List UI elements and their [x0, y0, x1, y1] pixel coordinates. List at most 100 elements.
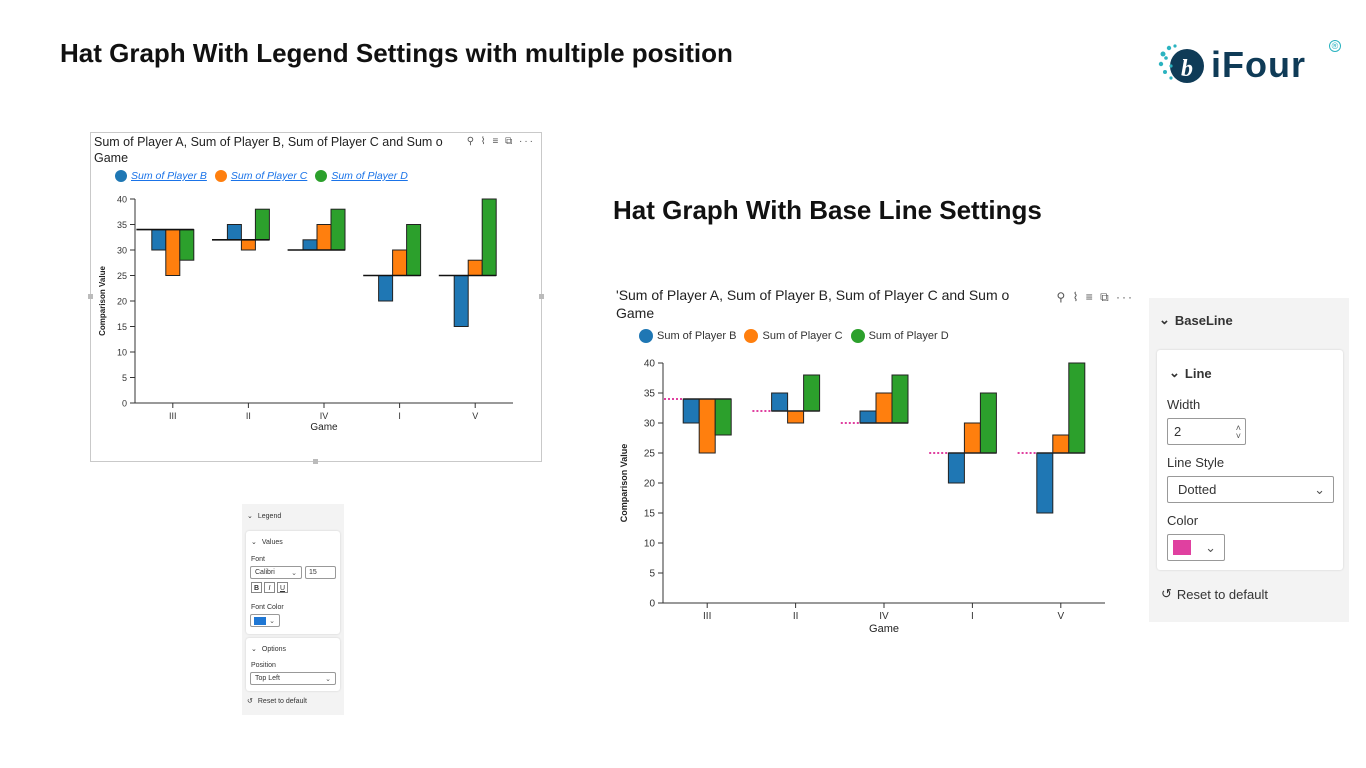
legend-section-header[interactable]: ⌄ Legend — [247, 512, 282, 521]
width-stepper[interactable]: 2 ˄ ˅ — [1167, 418, 1246, 445]
y-tick-label: 5 — [122, 373, 127, 383]
reset-icon: ↺ — [247, 698, 253, 705]
bar-sum-of-player-d — [1068, 362, 1086, 454]
bar-sum-of-player-b — [859, 410, 877, 424]
resize-handle[interactable] — [539, 294, 544, 299]
underline-button[interactable]: U — [277, 582, 288, 593]
x-tick-label: III — [169, 411, 177, 421]
baseline-color-swatch — [1173, 540, 1191, 555]
hat-graph-visual-legend[interactable]: Sum of Player A, Sum of Player B, Sum of… — [88, 132, 544, 464]
reset-label: Reset to default — [1176, 586, 1268, 602]
baseline-section-title: BaseLine — [1174, 312, 1233, 328]
bar-sum-of-player-d — [481, 198, 497, 276]
position-value: Top Left — [255, 675, 280, 682]
svg-text:b: b — [1181, 56, 1193, 82]
line-style-select[interactable]: Dotted ⌄ — [1167, 476, 1334, 503]
baseline-color-picker[interactable]: ⌄ — [1167, 534, 1225, 561]
options-card: ⌄ Options Position Top Left ⌄ — [246, 638, 340, 691]
legend-dot-icon — [115, 170, 127, 182]
chevron-down-icon: ⌄ — [1314, 481, 1325, 497]
y-axis-title: Comparison Value — [98, 266, 107, 336]
y-tick-label: 15 — [117, 322, 127, 332]
y-tick-label: 10 — [117, 348, 127, 358]
legend-item-player-d[interactable]: Sum of Player D — [850, 329, 949, 343]
y-tick-label: 10 — [644, 539, 656, 550]
legend-label: Sum of Player B — [657, 330, 737, 342]
legend-dot-icon — [214, 170, 227, 182]
x-tick-label: II — [793, 611, 799, 622]
reset-to-default-button[interactable]: ↺ Reset to default — [247, 697, 307, 706]
y-tick-label: 20 — [117, 297, 127, 307]
legend-item-player-b[interactable]: Sum of Player B — [639, 329, 736, 343]
visual-title-line-2: Game — [616, 305, 655, 321]
legend-item-player-c[interactable]: Sum of Player C — [744, 329, 843, 343]
font-size-value: 15 — [309, 569, 317, 576]
bar-sum-of-player-b — [453, 275, 469, 327]
legend-format-panel: ⌄ Legend ⌄ Values Font Calibri ⌄ 15 B I … — [242, 504, 344, 715]
width-label: Width — [1167, 397, 1201, 412]
bar-sum-of-player-d — [979, 392, 997, 454]
slide-title-legend: Hat Graph With Legend Settings with mult… — [60, 38, 733, 68]
options-group-header[interactable]: ⌄ Options — [251, 645, 286, 654]
bar-sum-of-player-c — [875, 392, 893, 424]
x-axis-title: Game — [869, 623, 899, 635]
bar-sum-of-player-d — [891, 374, 909, 424]
bar-sum-of-player-d — [254, 208, 270, 241]
position-select[interactable]: Top Left ⌄ — [250, 672, 336, 685]
bar-sum-of-player-d — [406, 224, 422, 276]
legend-dot-icon — [850, 329, 865, 343]
color-label: Color — [1167, 513, 1199, 528]
y-tick-label: 35 — [117, 220, 127, 230]
stepper-arrows-icon[interactable]: ˄ ˅ — [1235, 422, 1241, 441]
font-size-stepper[interactable]: 15 — [305, 566, 336, 579]
legend-label: Sum of Player D — [331, 170, 408, 182]
y-tick-label: 0 — [122, 399, 127, 409]
chevron-down-icon: ⌄ — [1205, 539, 1216, 555]
y-tick-label: 40 — [644, 359, 656, 370]
values-group-header[interactable]: ⌄ Values — [251, 538, 283, 547]
bar-sum-of-player-c — [392, 249, 408, 276]
resize-handle[interactable] — [313, 459, 318, 464]
line-group-header[interactable]: ⌄ Line — [1169, 365, 1212, 381]
chevron-down-icon: ⌄ — [269, 617, 275, 625]
baseline-section-header[interactable]: ⌄ BaseLine — [1159, 312, 1233, 328]
bar-sum-of-player-b — [771, 392, 789, 412]
visual-header-icons[interactable]: ⚲ ⌇ ≡ ⧉ ··· — [1056, 290, 1134, 304]
reset-label: Reset to default — [257, 697, 307, 705]
hat-graph-visual-baseline[interactable]: 'Sum of Player A, Sum of Player B, Sum o… — [613, 285, 1136, 670]
visual-title-line-1: Sum of Player A, Sum of Player B, Sum of… — [94, 135, 443, 149]
title-prefix-mark: ' — [616, 287, 619, 303]
bar-sum-of-player-c — [1052, 434, 1070, 454]
legend-item-player-d[interactable]: Sum of Player D — [315, 170, 408, 182]
bar-sum-of-player-b — [226, 224, 242, 241]
bold-button[interactable]: B — [251, 582, 262, 593]
chevron-down-icon: ⌄ — [291, 569, 297, 577]
font-family-select[interactable]: Calibri ⌄ — [250, 566, 302, 579]
y-tick-label: 0 — [649, 599, 655, 610]
legend-label: Sum of Player D — [868, 330, 949, 342]
bar-sum-of-player-c — [963, 422, 981, 454]
visual-title: 'Sum of Player A, Sum of Player B, Sum o… — [616, 286, 1046, 322]
legend-item-player-b[interactable]: Sum of Player B — [115, 170, 207, 182]
chart-legend: Sum of Player B Sum of Player C Sum of P… — [639, 329, 949, 343]
font-color-picker[interactable]: ⌄ — [250, 614, 280, 627]
resize-handle[interactable] — [88, 294, 93, 299]
visual-title: Sum of Player A, Sum of Player B, Sum of… — [94, 134, 459, 166]
y-tick-label: 20 — [644, 479, 656, 490]
legend-item-player-c[interactable]: Sum of Player C — [214, 170, 307, 182]
bar-sum-of-player-d — [179, 229, 195, 261]
x-tick-label: V — [472, 411, 478, 421]
visual-header-icons[interactable]: ⚲ ⌇ ≡ ⧉ ··· — [466, 136, 535, 147]
logo-registered-mark: ® — [1329, 40, 1341, 52]
legend-dot-icon — [744, 329, 759, 343]
slide-title-baseline: Hat Graph With Base Line Settings — [613, 195, 1042, 225]
legend-label: Sum of Player C — [762, 330, 843, 342]
italic-button[interactable]: I — [264, 582, 275, 593]
x-tick-label: IV — [879, 611, 889, 622]
reset-to-default-button[interactable]: ↺ Reset to default — [1161, 586, 1268, 602]
bar-sum-of-player-b — [682, 398, 700, 424]
x-tick-label: V — [1057, 611, 1064, 622]
ifour-logo: b iFour ® — [1157, 40, 1342, 92]
legend-section-title: Legend — [257, 512, 282, 520]
width-value: 2 — [1174, 424, 1182, 439]
